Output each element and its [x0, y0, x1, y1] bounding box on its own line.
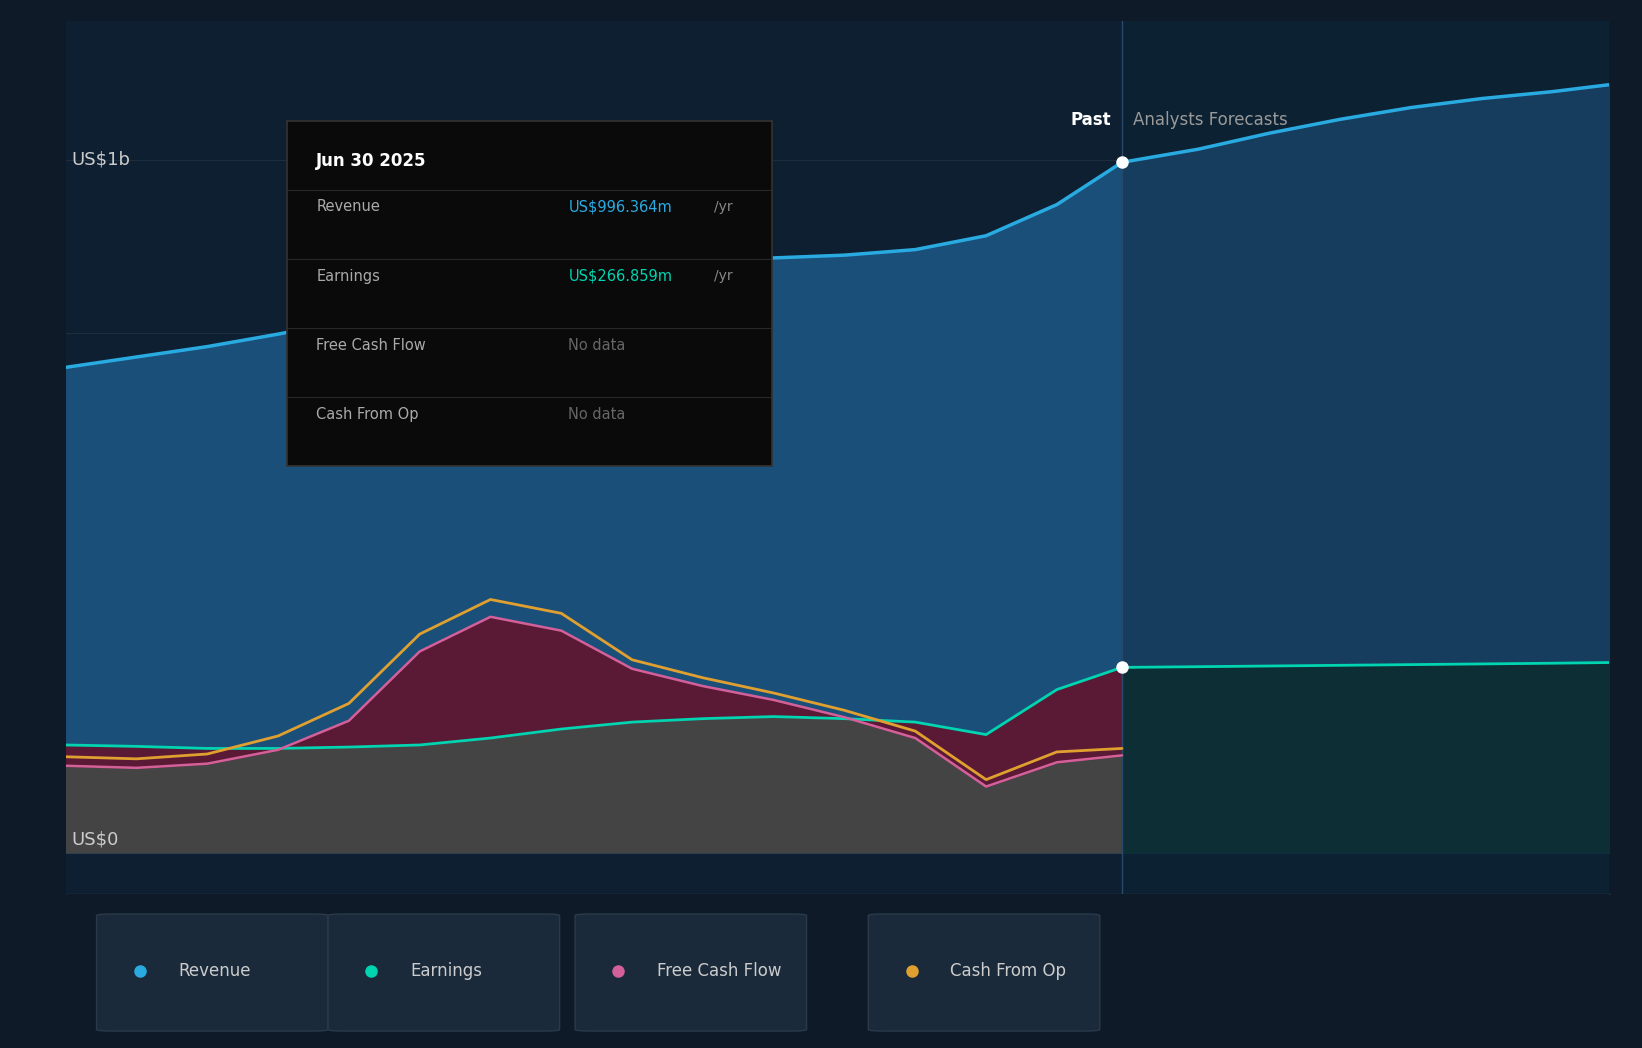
Text: Earnings: Earnings [317, 268, 381, 284]
FancyBboxPatch shape [575, 914, 806, 1031]
Text: Cash From Op: Cash From Op [951, 962, 1066, 980]
Text: /yr: /yr [714, 200, 732, 214]
Text: /yr: /yr [714, 269, 732, 283]
FancyBboxPatch shape [328, 914, 560, 1031]
Text: No data: No data [568, 407, 626, 422]
Text: No data: No data [568, 337, 626, 353]
Text: Free Cash Flow: Free Cash Flow [317, 337, 427, 353]
Text: Cash From Op: Cash From Op [317, 407, 419, 422]
Text: US$1b: US$1b [71, 151, 130, 169]
Text: Free Cash Flow: Free Cash Flow [657, 962, 782, 980]
Text: US$0: US$0 [71, 831, 118, 849]
Text: Earnings: Earnings [410, 962, 481, 980]
Text: Revenue: Revenue [179, 962, 251, 980]
FancyBboxPatch shape [97, 914, 328, 1031]
FancyBboxPatch shape [869, 914, 1100, 1031]
Text: Past: Past [1071, 111, 1110, 129]
Text: Revenue: Revenue [317, 199, 381, 215]
Text: US$266.859m: US$266.859m [568, 268, 672, 284]
Text: US$996.364m: US$996.364m [568, 199, 672, 215]
Text: Jun 30 2025: Jun 30 2025 [317, 152, 427, 170]
Bar [1121, 21, 1609, 894]
Text: Analysts Forecasts: Analysts Forecasts [1133, 111, 1287, 129]
